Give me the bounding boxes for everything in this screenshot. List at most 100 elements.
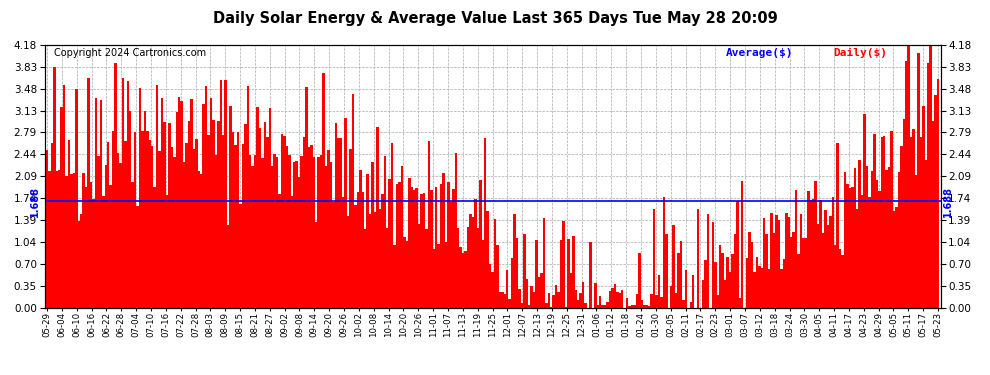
Bar <box>342 197 345 308</box>
Bar <box>346 216 349 308</box>
Bar <box>313 157 315 308</box>
Bar <box>832 197 834 308</box>
Bar <box>165 195 168 308</box>
Bar <box>521 303 523 307</box>
Bar <box>242 144 245 308</box>
Bar <box>903 119 905 308</box>
Bar <box>734 234 737 308</box>
Bar <box>217 121 220 308</box>
Bar <box>58 170 60 308</box>
Text: Daily($): Daily($) <box>833 48 887 58</box>
Bar <box>100 100 102 308</box>
Bar <box>330 162 333 308</box>
Bar <box>127 81 129 308</box>
Bar <box>853 168 856 308</box>
Bar <box>178 98 180 308</box>
Bar <box>144 111 147 308</box>
Bar <box>156 85 158 308</box>
Bar <box>878 190 880 308</box>
Bar <box>697 209 699 308</box>
Bar <box>418 224 421 308</box>
Bar <box>72 173 75 308</box>
Bar <box>87 78 90 308</box>
Bar <box>577 300 579 307</box>
Bar <box>660 297 662 307</box>
Bar <box>351 94 354 308</box>
Bar <box>922 106 925 307</box>
Bar <box>920 137 922 308</box>
Bar <box>153 186 156 308</box>
Bar <box>443 173 445 308</box>
Bar <box>910 137 913 308</box>
Bar <box>283 136 286 308</box>
Bar <box>741 181 743 308</box>
Bar <box>345 118 346 308</box>
Bar <box>682 300 685 307</box>
Bar <box>281 134 283 308</box>
Bar <box>464 251 467 308</box>
Bar <box>381 194 383 308</box>
Bar <box>753 272 755 308</box>
Bar <box>168 123 170 308</box>
Bar <box>765 234 768 308</box>
Bar <box>225 80 227 308</box>
Bar <box>737 201 739 308</box>
Bar <box>760 268 763 308</box>
Bar <box>504 294 506 308</box>
Bar <box>802 238 805 308</box>
Bar <box>842 255 843 308</box>
Bar <box>53 67 55 308</box>
Bar <box>376 128 379 308</box>
Bar <box>898 172 900 308</box>
Bar <box>702 280 704 308</box>
Bar <box>388 179 391 308</box>
Bar <box>614 284 616 308</box>
Bar <box>200 174 202 308</box>
Bar <box>423 193 426 308</box>
Bar <box>356 192 359 308</box>
Bar <box>817 224 820 308</box>
Bar <box>797 254 800 308</box>
Bar <box>298 177 300 308</box>
Bar <box>151 146 153 308</box>
Bar <box>479 180 481 308</box>
Bar <box>55 171 58 308</box>
Bar <box>452 189 454 308</box>
Bar <box>839 249 842 308</box>
Bar <box>325 166 328 308</box>
Bar <box>291 196 293 308</box>
Bar <box>137 206 139 308</box>
Bar <box>662 196 665 308</box>
Bar <box>805 238 807 308</box>
Bar <box>790 237 792 308</box>
Bar <box>739 298 741 307</box>
Bar <box>195 139 198 308</box>
Bar <box>875 180 878 308</box>
Bar <box>428 141 430 308</box>
Bar <box>185 143 188 308</box>
Bar <box>300 156 303 308</box>
Bar <box>142 130 144 308</box>
Bar <box>885 170 888 308</box>
Bar <box>364 229 366 308</box>
Bar <box>85 188 87 308</box>
Bar <box>486 211 489 308</box>
Bar <box>359 170 361 308</box>
Bar <box>271 166 273 308</box>
Bar <box>506 270 509 308</box>
Bar <box>110 184 112 308</box>
Bar <box>163 122 165 308</box>
Bar <box>670 286 672 308</box>
Bar <box>63 85 65 308</box>
Bar <box>665 234 667 308</box>
Bar <box>704 260 707 308</box>
Bar <box>827 225 829 308</box>
Bar <box>574 290 577 308</box>
Bar <box>469 214 471 308</box>
Bar <box>139 88 142 308</box>
Bar <box>810 200 812 308</box>
Bar <box>391 143 393 308</box>
Bar <box>396 184 398 308</box>
Bar <box>235 145 237 308</box>
Bar <box>70 174 72 308</box>
